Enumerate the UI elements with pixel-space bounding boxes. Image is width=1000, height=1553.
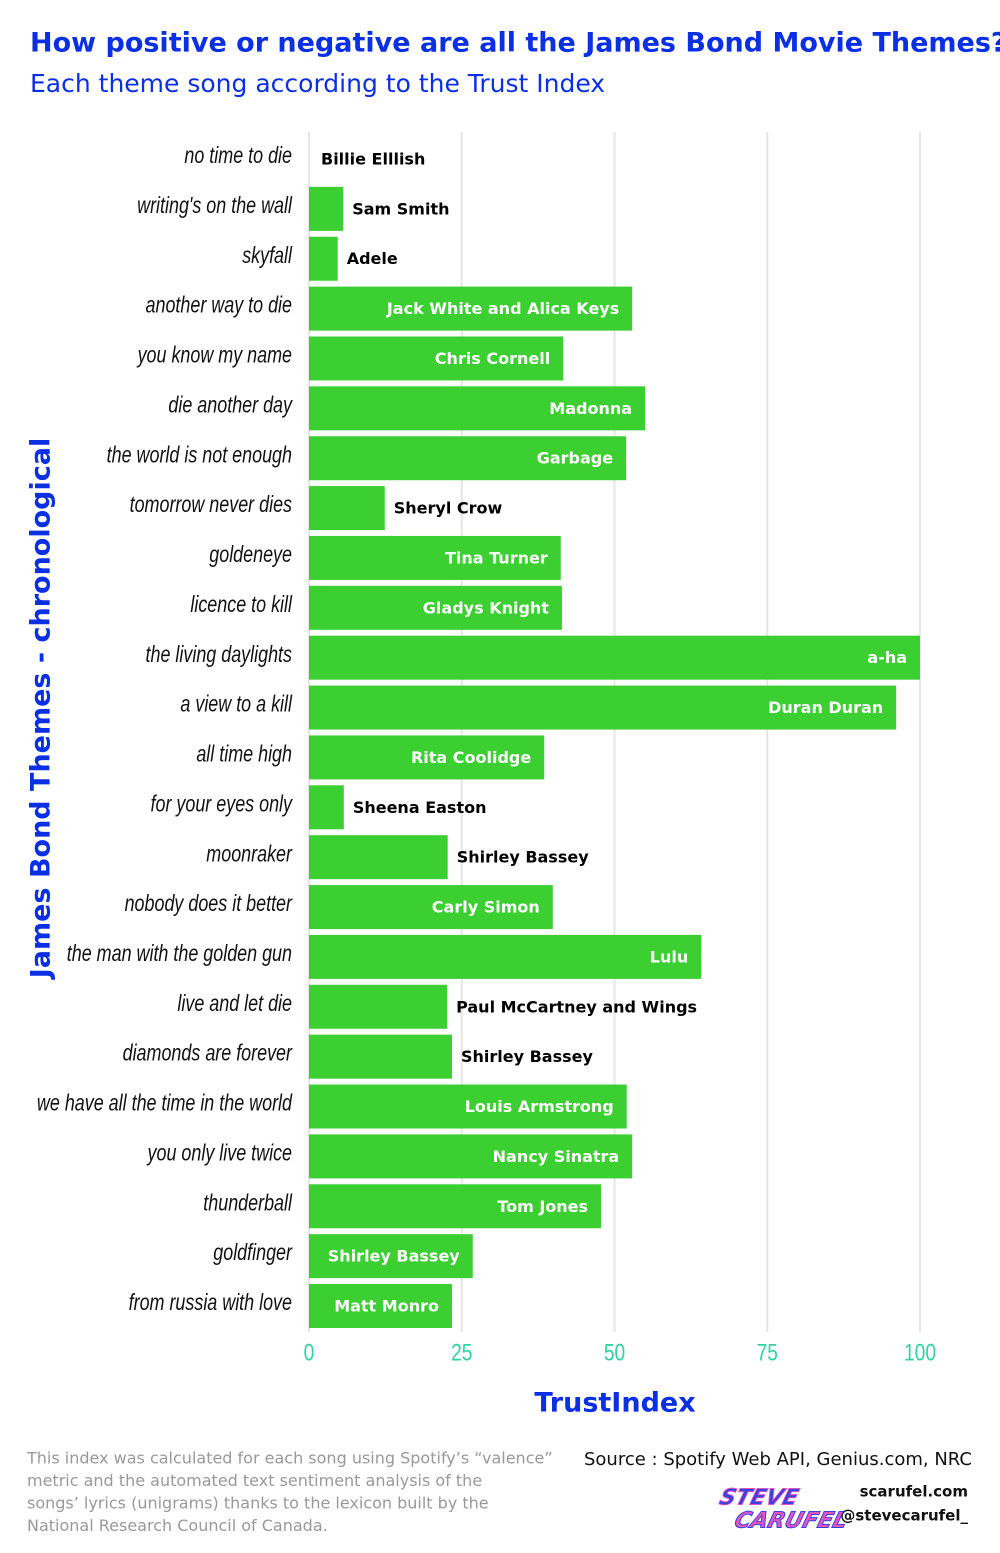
bar-label: Rita Coolidge	[411, 748, 531, 767]
y-tick-label: nobody does it better	[125, 891, 293, 917]
bar	[309, 1034, 452, 1079]
bar-label: Sheena Easton	[353, 798, 487, 817]
y-tick-label: no time to die	[184, 143, 292, 169]
y-tick-label: from russia with love	[129, 1290, 292, 1316]
footnote: metric and the automated text sentiment …	[27, 1471, 482, 1490]
bar-label: Matt Monro	[334, 1297, 439, 1316]
footnote: songs’ lyrics (unigrams) thanks to the l…	[27, 1494, 489, 1513]
bar-label: Chris Cornell	[435, 349, 550, 368]
y-tick-label: skyfall	[242, 243, 293, 269]
bar-label: Carly Simon	[432, 898, 540, 917]
y-tick-label: moonraker	[206, 841, 293, 867]
y-tick-label: another way to die	[146, 293, 292, 319]
bar-label: Billie Elllish	[321, 150, 425, 169]
bar-label: Madonna	[549, 399, 632, 418]
bar	[309, 1134, 633, 1179]
y-tick-label: all time high	[196, 741, 292, 767]
bar	[309, 336, 564, 381]
y-tick-label: the world is not enough	[107, 442, 292, 468]
x-tick-label: 25	[451, 1338, 472, 1366]
bar	[309, 585, 562, 630]
bar-label: Louis Armstrong	[465, 1097, 614, 1116]
x-tick-label: 0	[304, 1338, 315, 1366]
y-tick-label: diamonds are forever	[123, 1041, 293, 1067]
bar	[309, 984, 448, 1029]
credit: @stevecarufel_	[840, 1507, 968, 1525]
bar	[309, 1284, 452, 1328]
bar	[309, 186, 344, 231]
y-tick-label: the man with the golden gun	[67, 941, 292, 967]
bar	[309, 785, 344, 830]
chart-title: How positive or negative are all the Jam…	[30, 28, 1000, 59]
bar	[309, 1184, 602, 1229]
logo: CARUFEL	[732, 1508, 851, 1534]
bar-label: Adele	[347, 249, 398, 268]
logo: STEVE	[717, 1485, 802, 1511]
bar	[309, 436, 627, 481]
bar-label: Lulu	[650, 947, 688, 966]
x-tick-label: 75	[757, 1338, 778, 1366]
y-tick-label: writing's on the wall	[137, 193, 293, 219]
bar-label: a-ha	[867, 648, 907, 667]
bar-label: Duran Duran	[768, 698, 883, 717]
bar	[309, 535, 561, 580]
y-tick-label: goldeneye	[209, 542, 292, 568]
bar-label: Nancy Sinatra	[493, 1147, 620, 1166]
bar	[309, 635, 920, 680]
credit: scarufel.com	[860, 1483, 968, 1501]
footnote: National Research Council of Canada.	[27, 1516, 328, 1535]
chart-subtitle: Each theme song according to the Trust I…	[30, 69, 605, 98]
bar	[309, 286, 633, 331]
y-tick-label: goldfinger	[213, 1240, 293, 1266]
bar	[309, 885, 553, 930]
bar	[309, 486, 385, 531]
y-tick-label: we have all the time in the world	[37, 1091, 293, 1117]
x-tick-label: 100	[904, 1338, 936, 1366]
footnote: This index was calculated for each song …	[26, 1449, 553, 1468]
y-tick-label: for your eyes only	[151, 791, 294, 817]
bar-label: Tom Jones	[497, 1197, 588, 1216]
bar	[309, 934, 702, 979]
y-tick-label: tomorrow never dies	[130, 492, 292, 518]
y-tick-label: die another day	[168, 392, 293, 418]
y-tick-label: live and let die	[177, 991, 292, 1017]
y-tick-label: licence to kill	[190, 592, 293, 618]
bar-label: Shirley Bassey	[328, 1247, 461, 1266]
x-tick-label: 50	[604, 1338, 625, 1366]
bar	[309, 386, 646, 431]
bar-label: Gladys Knight	[423, 598, 550, 617]
y-tick-label: the living daylights	[146, 642, 292, 668]
y-tick-label: you know my name	[136, 342, 292, 368]
bar	[309, 1084, 627, 1129]
y-tick-label: you only live twice	[146, 1140, 292, 1166]
y-tick-label: a view to a kill	[180, 692, 293, 718]
source: Source : Spotify Web API, Genius.com, NR…	[584, 1449, 972, 1470]
bar	[309, 1234, 473, 1279]
bar-label: Sam Smith	[352, 199, 449, 218]
bar-label: Jack White and Alica Keys	[386, 299, 619, 318]
bar	[309, 735, 545, 780]
bar-label: Shirley Bassey	[461, 1047, 594, 1066]
bar-label: Shirley Bassey	[457, 848, 590, 867]
bar-label: Tina Turner	[445, 548, 548, 567]
y-axis-title: James Bond Themes - chronological	[26, 438, 57, 980]
bar	[309, 236, 338, 281]
bar	[309, 685, 897, 730]
bar-label: Sheryl Crow	[394, 499, 503, 518]
y-tick-label: thunderball	[203, 1190, 293, 1216]
bar-label: Garbage	[537, 449, 614, 468]
bar	[309, 835, 448, 880]
x-axis-title: TrustIndex	[534, 1388, 695, 1419]
bar-label: Paul McCartney and Wings	[456, 997, 697, 1016]
